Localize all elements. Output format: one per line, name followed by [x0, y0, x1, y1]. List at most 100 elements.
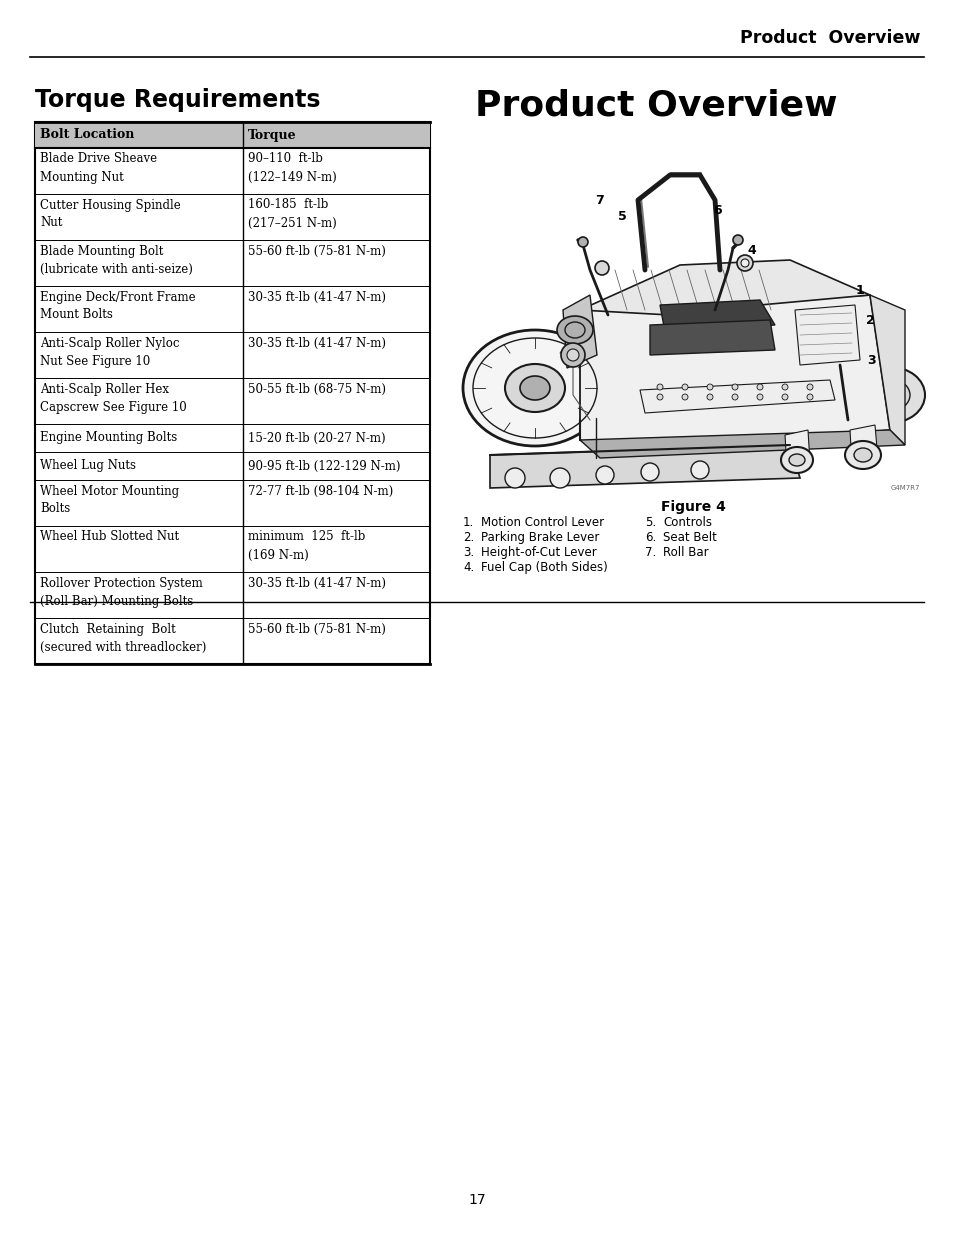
Circle shape — [657, 384, 662, 390]
Circle shape — [757, 384, 762, 390]
Text: Mount Bolts: Mount Bolts — [40, 309, 112, 321]
Circle shape — [681, 384, 687, 390]
Polygon shape — [579, 430, 904, 458]
Text: 160-185  ft-lb: 160-185 ft-lb — [248, 199, 328, 211]
Ellipse shape — [504, 364, 564, 412]
Text: Anti-Scalp Roller Nyloc: Anti-Scalp Roller Nyloc — [40, 336, 179, 350]
Circle shape — [560, 343, 584, 367]
Ellipse shape — [853, 448, 871, 462]
Bar — [35, 122, 430, 664]
Circle shape — [731, 394, 738, 400]
Text: 50-55 ft-lb (68-75 N-m): 50-55 ft-lb (68-75 N-m) — [248, 383, 386, 395]
Text: 55-60 ft-lb (75-81 N-m): 55-60 ft-lb (75-81 N-m) — [248, 622, 385, 636]
Text: 7: 7 — [595, 194, 604, 206]
Circle shape — [781, 384, 787, 390]
Text: Nut See Figure 10: Nut See Figure 10 — [40, 354, 150, 368]
Ellipse shape — [844, 441, 880, 469]
Polygon shape — [784, 430, 809, 468]
Ellipse shape — [788, 454, 804, 466]
Circle shape — [737, 254, 752, 270]
Text: 1: 1 — [855, 284, 863, 296]
Ellipse shape — [879, 387, 899, 403]
Circle shape — [640, 463, 659, 480]
Text: 55-60 ft-lb (75-81 N-m): 55-60 ft-lb (75-81 N-m) — [248, 245, 385, 258]
Text: Torque: Torque — [248, 128, 296, 142]
Text: Seat Belt: Seat Belt — [662, 531, 716, 543]
Text: 3.: 3. — [462, 546, 474, 559]
Text: 90-95 ft-lb (122-129 N-m): 90-95 ft-lb (122-129 N-m) — [248, 459, 400, 473]
Text: Product Overview: Product Overview — [475, 88, 837, 122]
Text: Blade Mounting Bolt: Blade Mounting Bolt — [40, 245, 163, 258]
Circle shape — [657, 394, 662, 400]
Text: Clutch  Retaining  Bolt: Clutch Retaining Bolt — [40, 622, 175, 636]
Ellipse shape — [557, 316, 593, 345]
Text: G4M7R7: G4M7R7 — [889, 485, 919, 492]
Polygon shape — [659, 300, 774, 332]
Polygon shape — [579, 295, 889, 454]
Text: 6.: 6. — [644, 531, 656, 543]
Circle shape — [690, 461, 708, 479]
Text: (lubricate with anti-seize): (lubricate with anti-seize) — [40, 263, 193, 275]
Text: (169 N-m): (169 N-m) — [248, 548, 309, 562]
Ellipse shape — [462, 330, 606, 446]
Text: Wheel Lug Nuts: Wheel Lug Nuts — [40, 459, 136, 473]
Circle shape — [757, 394, 762, 400]
Text: Cutter Housing Spindle: Cutter Housing Spindle — [40, 199, 180, 211]
Text: 6: 6 — [713, 204, 721, 216]
Circle shape — [781, 394, 787, 400]
Text: 1.: 1. — [462, 516, 474, 529]
Polygon shape — [490, 445, 800, 488]
Text: 30-35 ft-lb (41-47 N-m): 30-35 ft-lb (41-47 N-m) — [248, 336, 386, 350]
Text: 15-20 ft-lb (20-27 N-m): 15-20 ft-lb (20-27 N-m) — [248, 431, 385, 445]
Ellipse shape — [854, 367, 924, 424]
Circle shape — [566, 350, 578, 361]
Text: (Roll Bar) Mounting Bolts: (Roll Bar) Mounting Bolts — [40, 594, 193, 608]
Circle shape — [806, 394, 812, 400]
Circle shape — [740, 259, 748, 267]
Bar — [35, 122, 430, 148]
Polygon shape — [869, 295, 904, 445]
Text: 30-35 ft-lb (41-47 N-m): 30-35 ft-lb (41-47 N-m) — [248, 290, 386, 304]
Circle shape — [595, 261, 608, 275]
Text: Wheel Motor Mounting: Wheel Motor Mounting — [40, 484, 179, 498]
Text: 5: 5 — [617, 210, 626, 222]
Ellipse shape — [519, 375, 550, 400]
Text: Motion Control Lever: Motion Control Lever — [480, 516, 603, 529]
Text: Engine Mounting Bolts: Engine Mounting Bolts — [40, 431, 177, 445]
Text: Product  Overview: Product Overview — [739, 28, 919, 47]
Text: Capscrew See Figure 10: Capscrew See Figure 10 — [40, 400, 187, 414]
Text: Blade Drive Sheave: Blade Drive Sheave — [40, 152, 157, 165]
Ellipse shape — [781, 447, 812, 473]
Text: minimum  125  ft-lb: minimum 125 ft-lb — [248, 531, 365, 543]
Circle shape — [706, 394, 712, 400]
Text: Figure 4: Figure 4 — [659, 500, 724, 514]
Circle shape — [596, 466, 614, 484]
Polygon shape — [639, 380, 834, 412]
Text: (217–251 N-m): (217–251 N-m) — [248, 216, 336, 230]
Text: (secured with threadlocker): (secured with threadlocker) — [40, 641, 206, 653]
Text: 90–110  ft-lb: 90–110 ft-lb — [248, 152, 322, 165]
Circle shape — [550, 468, 569, 488]
Text: 7.: 7. — [644, 546, 656, 559]
Polygon shape — [649, 320, 774, 354]
Text: Torque Requirements: Torque Requirements — [35, 88, 320, 112]
Text: Controls: Controls — [662, 516, 711, 529]
Text: 30-35 ft-lb (41-47 N-m): 30-35 ft-lb (41-47 N-m) — [248, 577, 386, 589]
Text: Nut: Nut — [40, 216, 62, 230]
Ellipse shape — [869, 379, 909, 411]
Polygon shape — [579, 261, 869, 315]
Text: Height-of-Cut Lever: Height-of-Cut Lever — [480, 546, 597, 559]
Circle shape — [681, 394, 687, 400]
Text: 3: 3 — [867, 353, 876, 367]
Circle shape — [578, 237, 587, 247]
Text: Wheel Hub Slotted Nut: Wheel Hub Slotted Nut — [40, 531, 179, 543]
Text: 5.: 5. — [644, 516, 656, 529]
Polygon shape — [562, 295, 597, 368]
Text: 17: 17 — [468, 1193, 485, 1207]
Circle shape — [504, 468, 524, 488]
Text: 4.: 4. — [462, 561, 474, 574]
Circle shape — [806, 384, 812, 390]
Polygon shape — [849, 425, 877, 466]
Text: 2.: 2. — [462, 531, 474, 543]
Text: Parking Brake Lever: Parking Brake Lever — [480, 531, 598, 543]
